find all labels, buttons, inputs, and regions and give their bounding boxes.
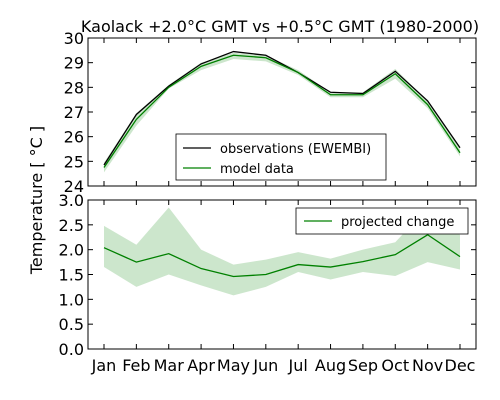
y-tick-label-1-1: 0.5 bbox=[59, 315, 84, 334]
series-line-1-0 bbox=[103, 233, 461, 278]
x-tick-label-8: Sep bbox=[348, 356, 378, 375]
x-tick-label-6: Jul bbox=[288, 356, 308, 375]
y-tick-label-1-4: 2.0 bbox=[59, 241, 84, 260]
y-tick-label-0-2: 26 bbox=[64, 128, 84, 147]
x-tick-label-5: Jun bbox=[252, 356, 278, 375]
y-tick-label-1-2: 1.0 bbox=[59, 290, 84, 309]
x-tick-label-3: Apr bbox=[187, 356, 215, 375]
x-tick-label-1: Feb bbox=[122, 356, 150, 375]
x-tick-label-9: Oct bbox=[381, 356, 409, 375]
y-tick-label-0-1: 25 bbox=[64, 152, 84, 171]
y-tick-label-1-0: 0.0 bbox=[59, 340, 84, 359]
x-tick-labels: Jan Feb Mar Apr May Jun Jul Aug Sep Oct Nov Dec bbox=[91, 356, 476, 375]
y-tick-label-1-6: 3.0 bbox=[59, 191, 84, 210]
x-tick-label-7: Aug bbox=[315, 356, 346, 375]
series-line-0-1 bbox=[103, 54, 461, 168]
x-tick-label-4: May bbox=[217, 356, 250, 375]
legend-label-1-0: projected change bbox=[341, 215, 454, 230]
x-tick-label-2: Mar bbox=[154, 356, 185, 375]
top-panel: 24 25 26 27 28 29 30 observations (EWEMBI) model… bbox=[64, 29, 477, 196]
y-tick-label-0-0: 24 bbox=[64, 177, 84, 196]
y-tick-label-0-4: 28 bbox=[64, 78, 84, 97]
y-tick-label-1-5: 2.5 bbox=[59, 216, 84, 235]
legend-label-0-0: observations (EWEMBI) bbox=[220, 142, 371, 157]
bottom-panel: 0.0 0.5 1.0 1.5 2.0 2.5 3.0 projected change bbox=[59, 191, 477, 359]
x-tick-label-10: Nov bbox=[412, 356, 443, 375]
y-tick-label-0-6: 30 bbox=[64, 29, 84, 48]
band-1-0 bbox=[104, 207, 460, 296]
y-axis-label: Temperature [ °C ] bbox=[27, 126, 46, 275]
legend-label-0-1: model data bbox=[220, 162, 294, 177]
x-tick-label-11: Dec bbox=[445, 356, 476, 375]
y-tick-label-1-3: 1.5 bbox=[59, 266, 84, 285]
series-line-0-0 bbox=[103, 50, 461, 166]
y-tick-label-0-3: 27 bbox=[64, 103, 84, 122]
y-tick-label-0-5: 29 bbox=[64, 54, 84, 73]
legend-box-0 bbox=[175, 133, 387, 181]
chart-title: Kaolack +2.0°C GMT vs +0.5°C GMT (1980-2… bbox=[81, 17, 479, 36]
x-tick-label-0: Jan bbox=[91, 356, 117, 375]
